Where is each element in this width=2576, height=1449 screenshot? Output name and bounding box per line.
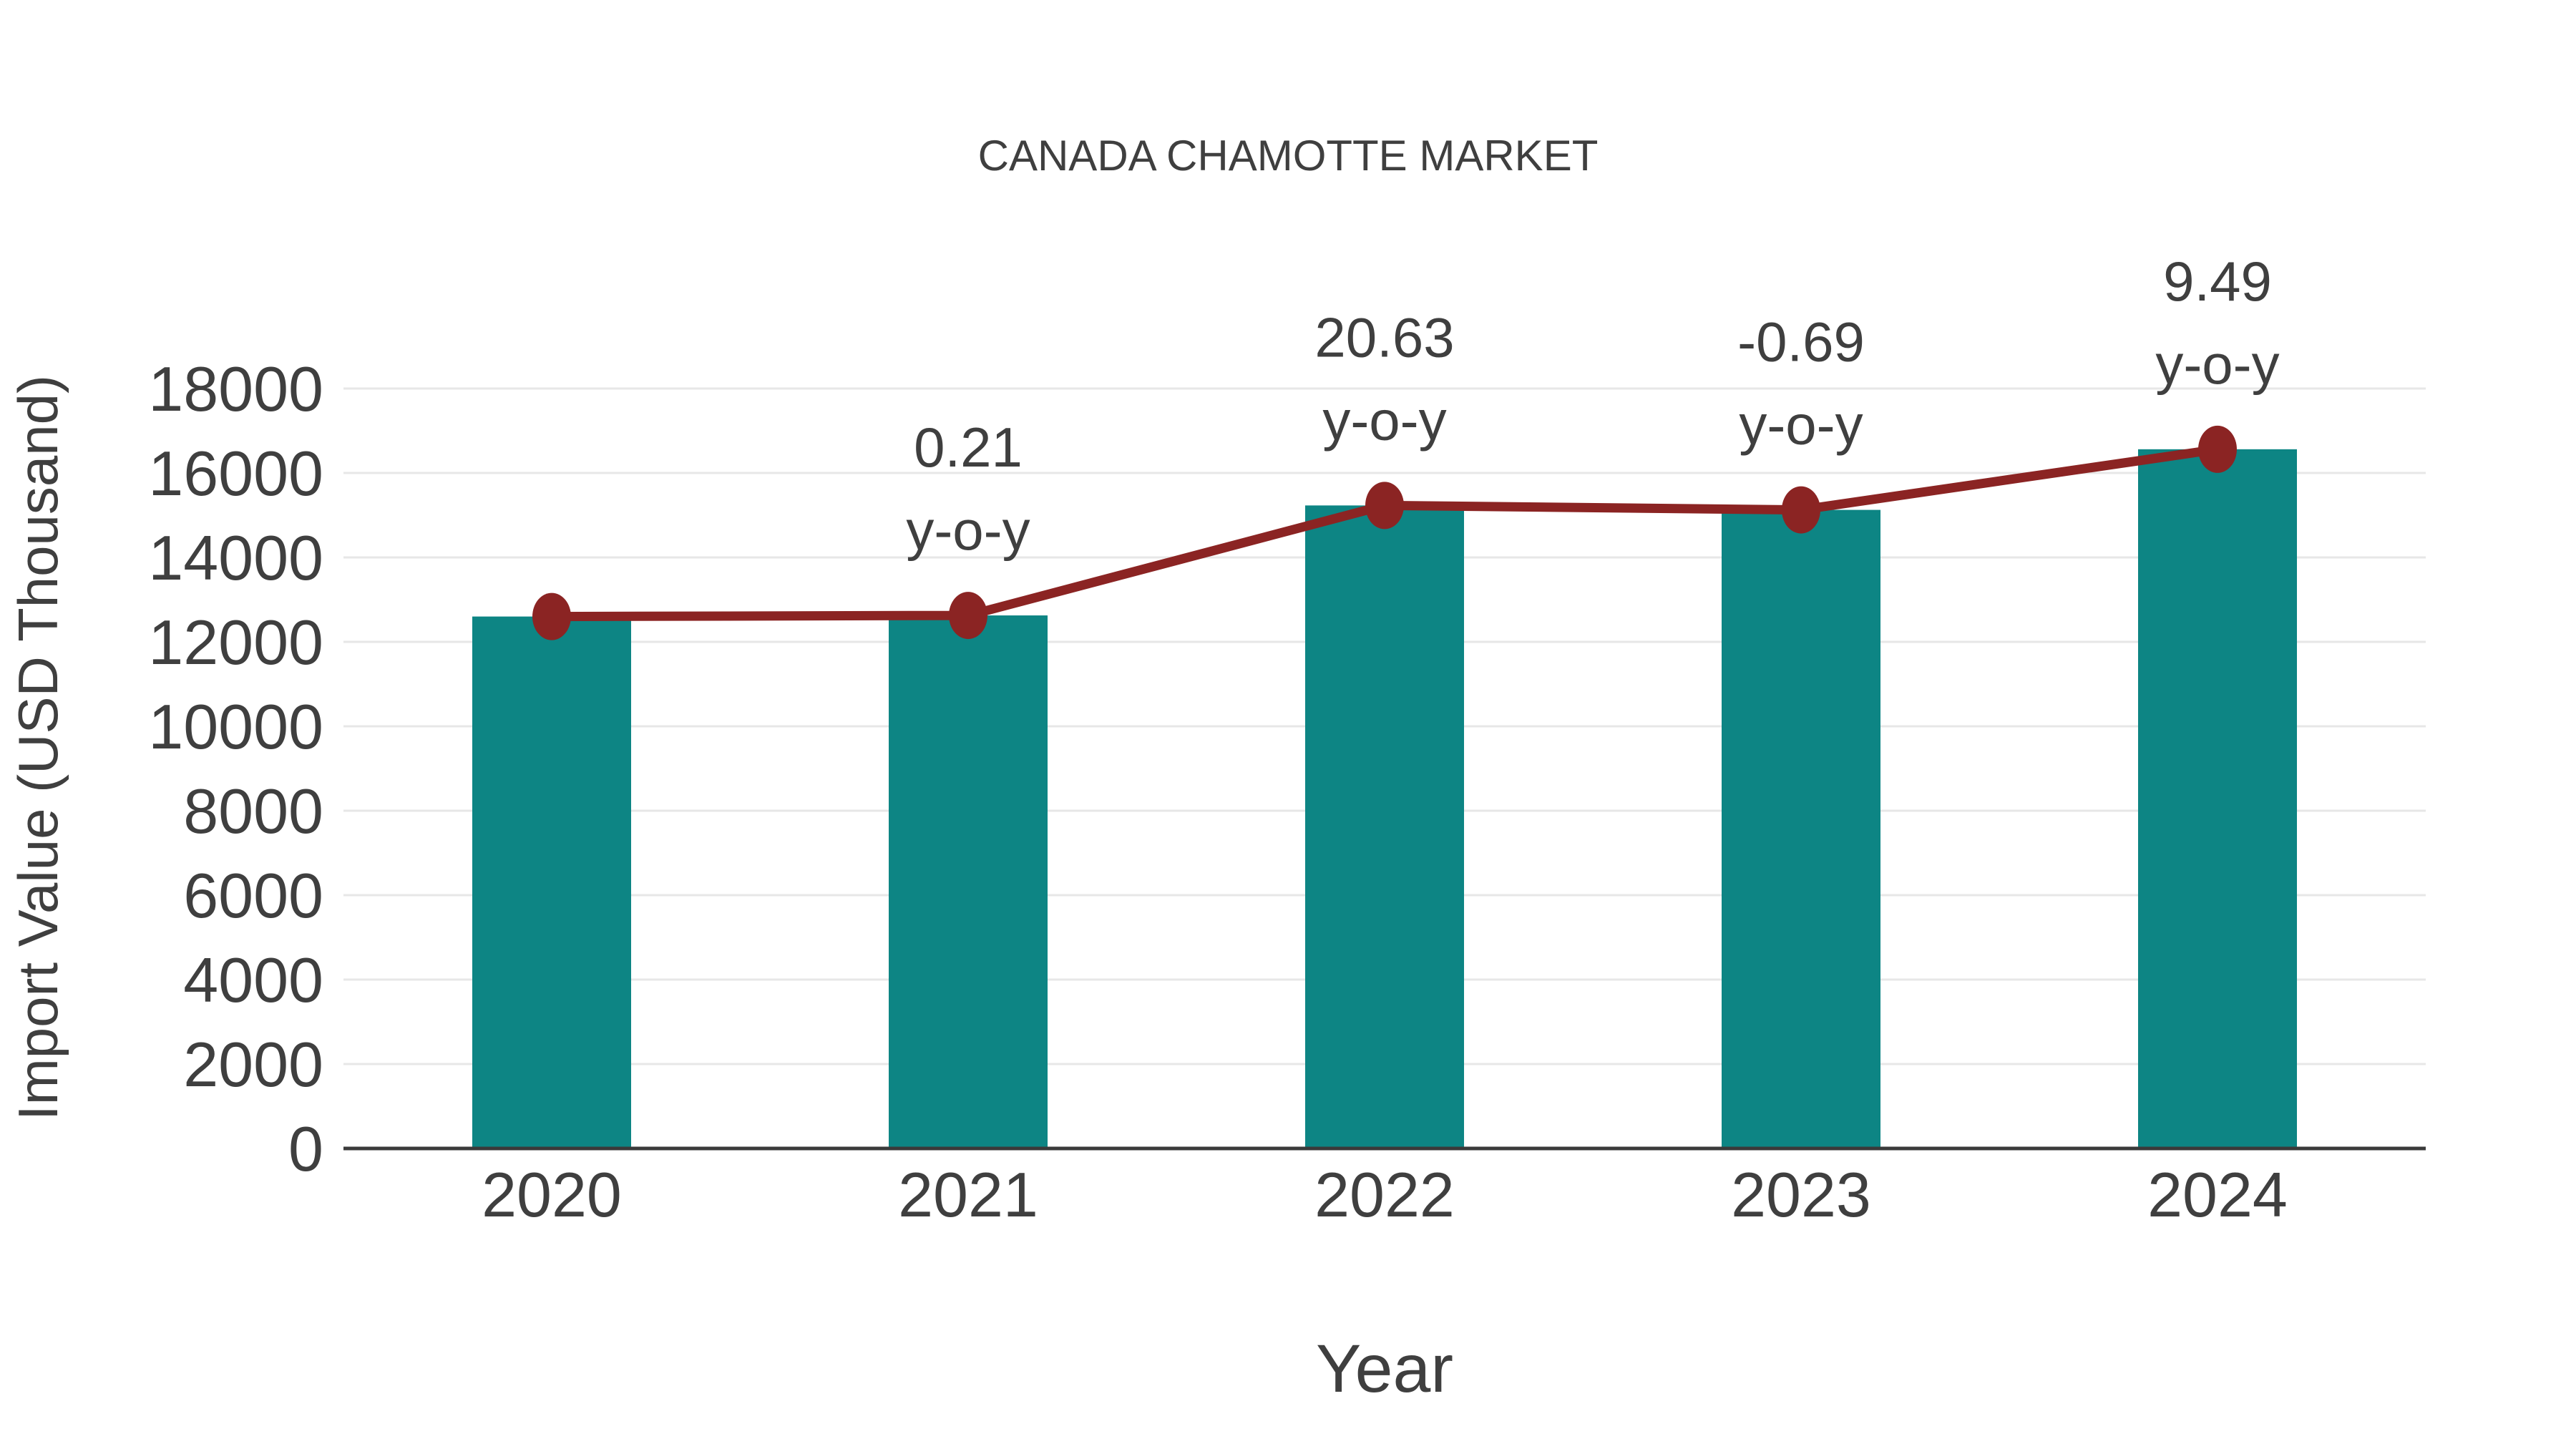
bar-2020 — [472, 616, 631, 1148]
annotation-value-2024: 9.49 — [2163, 250, 2272, 313]
x-tick-label-2020: 2020 — [482, 1159, 622, 1230]
y-axis-title: Import Value (USD Thousand) — [6, 375, 69, 1121]
x-axis-title: Year — [1316, 1331, 1453, 1407]
annotation-value-2022: 20.63 — [1314, 306, 1454, 369]
x-tick-label-2022: 2022 — [1314, 1159, 1455, 1230]
y-tick-label-18000: 18000 — [148, 353, 323, 424]
annotation-sub-2022: y-o-y — [1322, 389, 1446, 452]
bar-2022 — [1305, 505, 1464, 1148]
y-tick-label-6000: 6000 — [183, 860, 323, 931]
annotation-sub-2024: y-o-y — [2155, 333, 2279, 396]
y-tick-label-4000: 4000 — [183, 945, 323, 1015]
y-tick-label-8000: 8000 — [183, 776, 323, 847]
trend-marker-2020 — [532, 592, 571, 640]
annotation-sub-2023: y-o-y — [1739, 394, 1863, 457]
annotation-value-2021: 0.21 — [914, 416, 1023, 479]
y-tick-label-14000: 14000 — [148, 522, 323, 593]
annotations-group: 0.21 y-o-y 20.63 y-o-y -0.69 y-o-y 9.49 y-o-y — [906, 250, 2279, 562]
x-tick-label-2021: 2021 — [898, 1159, 1038, 1230]
x-tick-labels-group: 2020 2021 2022 2023 2024 — [482, 1159, 2288, 1230]
y-tick-label-12000: 12000 — [148, 607, 323, 678]
trend-marker-2022 — [1365, 482, 1404, 530]
annotation-sub-2021: y-o-y — [906, 499, 1030, 562]
bar-2023 — [1722, 509, 1880, 1148]
trend-marker-2024 — [2198, 425, 2237, 473]
y-tick-labels-group: 0 2000 4000 6000 8000 10000 12000 14000 16000 180… — [148, 353, 323, 1184]
trend-marker-2021 — [949, 592, 987, 640]
y-tick-label-10000: 10000 — [148, 691, 323, 762]
bar-2021 — [889, 615, 1048, 1148]
y-tick-label-16000: 16000 — [148, 438, 323, 509]
x-tick-label-2024: 2024 — [2147, 1159, 2288, 1230]
bars-group — [472, 449, 2297, 1148]
trend-marker-2023 — [1782, 486, 1820, 534]
y-tick-label-2000: 2000 — [183, 1029, 323, 1100]
bar-2024 — [2138, 449, 2297, 1148]
y-tick-label-0: 0 — [288, 1113, 323, 1184]
chart-title: CANADA CHAMOTTE MARKET — [978, 132, 1599, 180]
x-tick-label-2023: 2023 — [1731, 1159, 1871, 1230]
annotation-value-2023: -0.69 — [1737, 311, 1865, 374]
trend-line-group — [532, 425, 2237, 640]
